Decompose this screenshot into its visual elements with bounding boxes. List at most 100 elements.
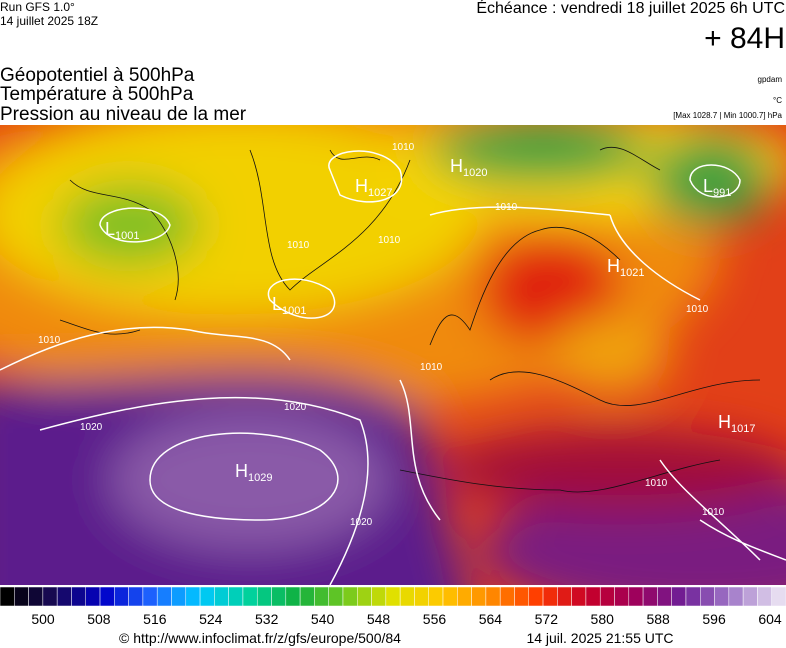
legend-label: 524 — [199, 611, 223, 627]
temperature-field — [0, 125, 786, 585]
center-letter: H — [235, 461, 248, 481]
isobar-label: 1010 — [378, 235, 401, 246]
legend-swatch — [114, 586, 129, 607]
legend-swatch — [757, 586, 772, 607]
legend-swatch — [256, 586, 272, 607]
pressure-center: L991 — [703, 176, 731, 199]
isobars — [0, 150, 786, 585]
pressure-center: H1021 — [607, 256, 644, 279]
pressure-center: H1027 — [355, 176, 392, 199]
legend-label: 564 — [479, 611, 503, 627]
legend-swatch — [285, 586, 301, 607]
legend-swatch — [414, 586, 429, 607]
legend-label: 508 — [87, 611, 111, 627]
pressure-center: H1017 — [718, 412, 755, 435]
legend-swatch — [542, 586, 558, 607]
pressure-center: H1029 — [235, 461, 272, 484]
legend-swatch — [599, 586, 615, 607]
color-legend: 500 508 516 524 532 540 548 556 564 572 580 588 596 6… — [0, 586, 786, 627]
legend-swatch — [199, 586, 215, 607]
isobar-label: 1010 — [686, 304, 709, 315]
legend-swatch — [185, 586, 201, 607]
legend-swatch — [657, 586, 672, 607]
center-value: 1020 — [463, 167, 487, 179]
source-url: © http://www.infoclimat.fr/z/gfs/europe/… — [119, 630, 401, 646]
isobar-label: 1010 — [420, 362, 443, 373]
legend-swatch — [557, 586, 572, 607]
isobar-label: 1020 — [80, 422, 103, 433]
legend-swatch — [142, 586, 158, 607]
timestamp: 14 juil. 2025 21:55 UTC — [526, 630, 673, 646]
center-value: 1029 — [248, 472, 272, 484]
legend-swatch — [214, 586, 229, 607]
legend-swatch — [428, 586, 444, 607]
legend-swatch — [314, 586, 329, 607]
legend-swatch — [228, 586, 244, 607]
legend-swatch — [371, 586, 387, 607]
legend-swatch — [299, 586, 315, 607]
isobar-label: 1010 — [645, 478, 668, 489]
legend-label: 500 — [31, 611, 55, 627]
legend-swatch — [714, 586, 730, 607]
pressure-center: L1001 — [105, 219, 140, 242]
center-letter: L — [105, 219, 115, 239]
legend-swatch — [42, 586, 58, 607]
isobar-labels: 1010 1010 1010 1010 1010 1010 1020 1020 1020 1010… — [38, 142, 725, 528]
legend-swatch — [171, 586, 187, 607]
isobar-label: 1010 — [287, 240, 310, 251]
legend-swatch — [614, 586, 630, 607]
isobar-label: 1010 — [392, 142, 415, 153]
center-value: 1017 — [731, 423, 755, 435]
legend-swatch — [14, 586, 29, 607]
legend-swatch — [156, 586, 172, 607]
legend-label: 572 — [535, 611, 559, 627]
isobar-label: 1020 — [284, 402, 307, 413]
legend-label: 588 — [646, 611, 670, 627]
legend-swatch — [342, 586, 358, 607]
legend-swatch — [457, 586, 472, 607]
legend-label: 516 — [143, 611, 167, 627]
legend-swatch — [499, 586, 515, 607]
legend-swatch — [71, 586, 86, 607]
isobar-label: 1010 — [702, 507, 725, 518]
legend-swatch — [357, 586, 372, 607]
run-label: Run GFS 1.0° — [0, 0, 75, 14]
isobar-label: 1010 — [495, 202, 518, 213]
unit-label: [Max 1028.7 | Min 1000.7] hPa — [673, 111, 782, 120]
center-letter: L — [703, 176, 713, 196]
isobar-label: 1010 — [38, 335, 61, 346]
legend-label: 604 — [758, 611, 782, 627]
isobar-label: 1020 — [350, 517, 373, 528]
legend-swatch — [399, 586, 415, 607]
legend-swatch — [528, 586, 544, 607]
unit-label: °C — [773, 96, 782, 105]
lead-time: + 84H — [704, 22, 785, 55]
legend-swatch — [85, 586, 101, 607]
legend-label: 580 — [591, 611, 615, 627]
legend-swatch — [328, 586, 344, 607]
map: 1010 1010 1010 1010 1010 1010 1020 1020 1020 1010… — [0, 125, 786, 585]
legend-swatch — [671, 586, 687, 607]
valid-time: Échéance : vendredi 18 juillet 2025 6h U… — [476, 0, 785, 17]
legend-swatch — [471, 586, 487, 607]
legend-swatch — [99, 586, 115, 607]
pressure-center: L1001 — [272, 294, 307, 317]
legend-swatch — [642, 586, 658, 607]
center-letter: H — [607, 256, 620, 276]
legend-swatch — [0, 586, 15, 607]
coastlines — [59, 146, 761, 493]
legend-swatch — [742, 586, 758, 607]
legend-swatch — [442, 586, 458, 607]
title-line: Température à 500hPa — [0, 84, 194, 105]
center-value: 1021 — [620, 267, 644, 279]
center-letter: L — [272, 294, 282, 314]
pressure-center: H1020 — [450, 156, 487, 179]
center-letter: H — [450, 156, 463, 176]
center-letter: H — [355, 176, 368, 196]
legend-swatch — [514, 586, 530, 607]
center-value: 1027 — [368, 187, 392, 199]
legend-label: 556 — [423, 611, 447, 627]
legend-swatch — [585, 586, 601, 607]
legend-swatch — [700, 586, 715, 607]
